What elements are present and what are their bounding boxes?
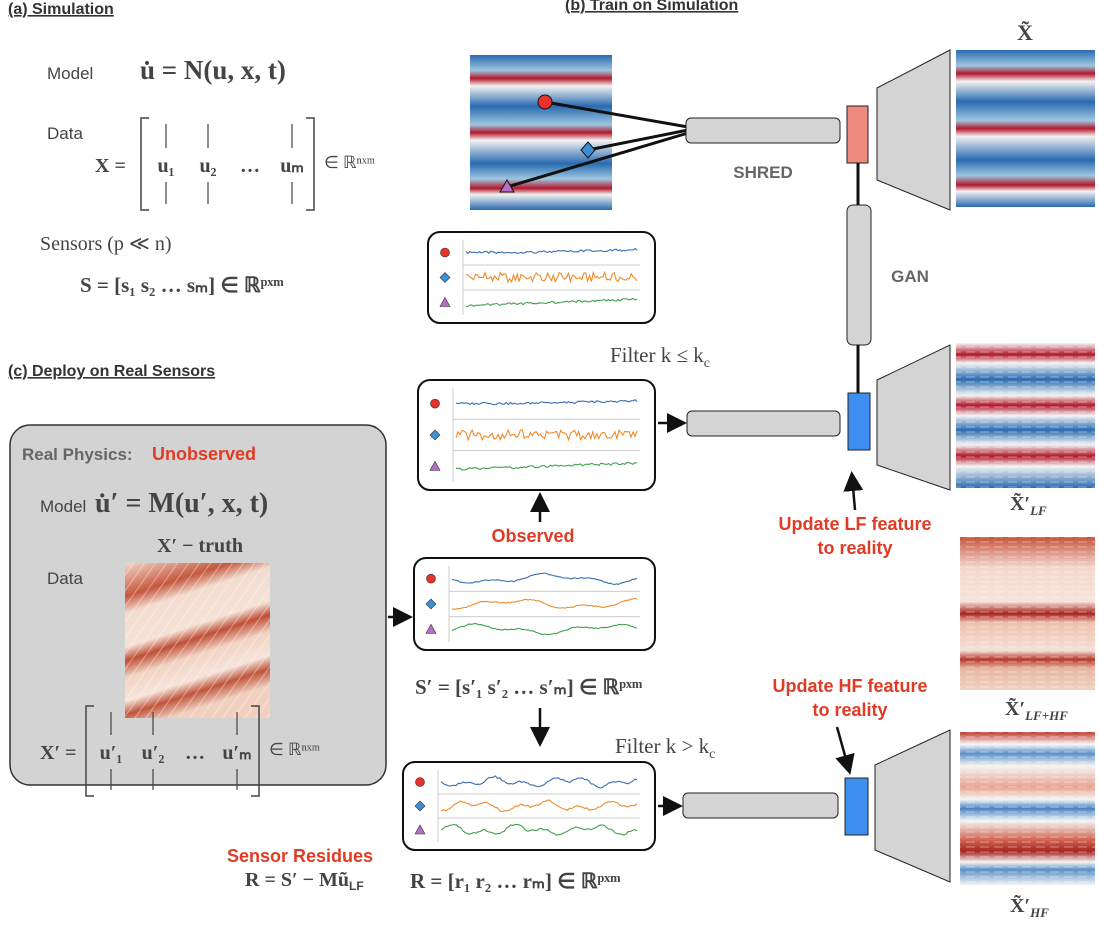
label: to reality bbox=[812, 700, 887, 720]
lstm-block bbox=[687, 411, 840, 436]
text: Filter k ≤ k bbox=[610, 343, 704, 367]
symbol: X̃′ bbox=[1010, 894, 1030, 917]
equation: S = [s₁ s₂ … sₘ] ∈ ℝᵖˣᵐ bbox=[80, 273, 284, 297]
label: SHRED bbox=[733, 163, 793, 182]
matrix-column: … bbox=[240, 155, 260, 177]
subscript: c bbox=[709, 747, 715, 762]
label: GAN bbox=[891, 267, 929, 286]
sensor-panel bbox=[414, 558, 655, 650]
label: Data bbox=[47, 124, 83, 143]
decoder bbox=[877, 50, 950, 210]
matrix-column: u′ₘ bbox=[222, 742, 251, 764]
label: Model bbox=[47, 64, 93, 83]
latent-block bbox=[845, 778, 868, 835]
label: Filter k ≤ kc bbox=[610, 343, 710, 371]
section-title: (b) Train on Simulation bbox=[565, 0, 738, 14]
label: Unobserved bbox=[152, 444, 256, 464]
bracket bbox=[141, 118, 149, 210]
heatmap bbox=[956, 50, 1095, 207]
latent-block bbox=[847, 106, 868, 163]
label: Sensors (p ≪ n) bbox=[40, 233, 171, 255]
text: R = S′ − Mũ bbox=[245, 869, 349, 891]
sensor-marker bbox=[416, 778, 425, 787]
latent-block bbox=[848, 393, 870, 450]
heatmap bbox=[470, 55, 612, 210]
label: X̃′HF bbox=[1010, 894, 1049, 920]
equation: S′ = [s′₁ s′₂ … s′ₘ] ∈ ℝᵖˣᵐ bbox=[415, 675, 643, 699]
label: Update HF feature bbox=[772, 676, 927, 696]
matrix-column: u₁ bbox=[157, 155, 174, 177]
matrix-column: uₘ bbox=[280, 155, 304, 177]
symbol: X̃′ bbox=[1005, 697, 1025, 720]
heatmap-texture bbox=[956, 343, 1095, 488]
sensor-marker bbox=[431, 399, 440, 408]
text: Filter k > k bbox=[615, 734, 710, 758]
matrix-column: u₂ bbox=[199, 155, 216, 177]
subscript: LF+HF bbox=[1024, 708, 1068, 723]
matrix-space: ∈ ℝⁿˣᵐ bbox=[269, 740, 320, 759]
subscript: HF bbox=[1029, 905, 1049, 920]
arrow bbox=[837, 727, 849, 770]
subscript: LF bbox=[1029, 503, 1047, 518]
symbol: X̃′ bbox=[1010, 492, 1030, 515]
label: Filter k > kc bbox=[615, 734, 715, 762]
label: X̃′LF+HF bbox=[1005, 697, 1068, 723]
sensor-marker bbox=[538, 95, 552, 109]
matrix-column: u′₁ bbox=[100, 742, 123, 764]
gan-block bbox=[847, 205, 871, 345]
label: Observed bbox=[491, 526, 574, 546]
label: X̃′LF bbox=[1010, 492, 1047, 518]
decoder bbox=[877, 345, 950, 490]
decoder bbox=[875, 730, 950, 882]
sensor-marker bbox=[441, 248, 450, 257]
matrix-lhs: X = bbox=[95, 155, 126, 177]
heatmap-texture bbox=[960, 537, 1095, 690]
label: Sensor Residues bbox=[227, 846, 373, 866]
matrix-lhs: X′ = bbox=[40, 742, 76, 764]
subscript: c bbox=[704, 356, 710, 371]
lstm-block bbox=[683, 793, 838, 818]
label: Model bbox=[40, 497, 86, 516]
equation: u̇′ = M(u′, x, t) bbox=[95, 488, 268, 519]
section-title: (c) Deploy on Real Sensors bbox=[8, 363, 215, 380]
equation: R = S′ − MũLF bbox=[245, 869, 364, 893]
bracket bbox=[306, 118, 314, 210]
label: to reality bbox=[817, 538, 892, 558]
label: Real Physics: bbox=[22, 445, 133, 464]
heatmap-texture bbox=[960, 732, 1095, 885]
label: X̃ bbox=[1017, 20, 1033, 45]
subscript: LF bbox=[349, 879, 364, 893]
equation: u̇ = N(u, x, t) bbox=[140, 55, 286, 85]
figure: (a) Simulation Model u̇ = N(u, x, t) Dat… bbox=[0, 0, 1099, 926]
section-title: (a) Simulation bbox=[8, 1, 114, 18]
label: X′ − truth bbox=[157, 535, 243, 557]
sensor-panel bbox=[418, 380, 655, 490]
label: Update LF feature bbox=[778, 514, 931, 534]
matrix-column: u′₂ bbox=[142, 742, 165, 764]
arrow bbox=[852, 476, 855, 510]
label: Data bbox=[47, 569, 83, 588]
equation: R = [r₁ r₂ … rₘ] ∈ ℝᵖˣᵐ bbox=[410, 869, 621, 893]
matrix: X = u₁ u₂ … uₘ ∈ ℝⁿˣᵐ bbox=[95, 118, 375, 210]
lstm-block bbox=[686, 118, 840, 143]
sensor-marker bbox=[427, 574, 436, 583]
matrix-column: … bbox=[185, 742, 205, 764]
matrix-space: ∈ ℝⁿˣᵐ bbox=[324, 153, 375, 172]
heatmap-texture bbox=[125, 563, 270, 718]
